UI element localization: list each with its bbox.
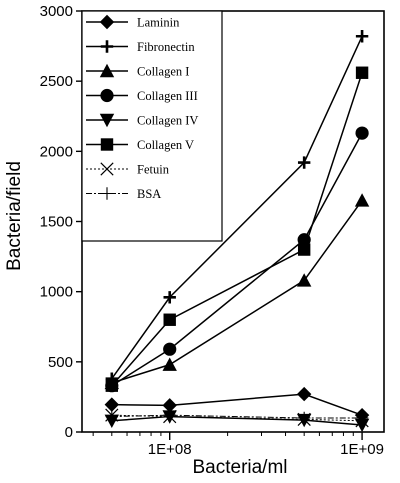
data-point bbox=[355, 126, 369, 140]
series-layer bbox=[104, 30, 370, 433]
y-axis-title: Bacteria/field bbox=[4, 161, 25, 271]
data-point bbox=[162, 398, 177, 413]
legend-marker bbox=[99, 63, 115, 78]
legend-item: BSA bbox=[86, 187, 161, 201]
series-line bbox=[111, 132, 363, 387]
series-line bbox=[111, 414, 363, 419]
legend-item: Collagen I bbox=[86, 63, 189, 79]
legend-marker bbox=[100, 88, 114, 103]
data-point bbox=[163, 342, 177, 356]
y-tick-label: 0 bbox=[65, 424, 73, 441]
legend-label: BSA bbox=[137, 187, 161, 201]
legend-label: Collagen IV bbox=[137, 114, 198, 128]
data-point bbox=[163, 291, 176, 304]
data-point bbox=[297, 233, 311, 247]
data-point bbox=[296, 386, 312, 402]
legend-marker bbox=[99, 14, 115, 30]
x-tick-label: 1E+08 bbox=[148, 441, 192, 458]
legend-item: Fibronectin bbox=[86, 40, 195, 54]
data-point bbox=[296, 273, 312, 287]
legend: Laminin Fibronectin Collagen I Collagen III… bbox=[81, 10, 223, 242]
legend-label: Laminin bbox=[137, 16, 180, 30]
series-line bbox=[111, 200, 363, 384]
legend-label: Fetuin bbox=[137, 163, 170, 177]
data-point bbox=[105, 410, 118, 423]
series-collagen-iv bbox=[104, 410, 370, 433]
legend-label: Collagen I bbox=[137, 65, 189, 79]
legend-marker bbox=[100, 138, 114, 151]
legend-marker bbox=[100, 162, 114, 176]
y-tick-label: 2500 bbox=[40, 73, 73, 90]
y-tick-label: 3000 bbox=[40, 3, 73, 20]
legend-label: Collagen V bbox=[137, 138, 194, 152]
series-line bbox=[111, 35, 363, 380]
series-line bbox=[111, 72, 363, 387]
legend-item: Collagen V bbox=[86, 138, 194, 152]
legend-marker bbox=[99, 113, 115, 128]
legend-item: Collagen III bbox=[86, 88, 198, 103]
y-tick-label: 2000 bbox=[40, 143, 73, 160]
legend-label: Fibronectin bbox=[137, 40, 195, 54]
y-tick-label: 1000 bbox=[40, 284, 73, 301]
data-point bbox=[354, 418, 370, 433]
data-point bbox=[297, 411, 311, 425]
data-point bbox=[354, 193, 370, 207]
legend-marker bbox=[100, 187, 114, 200]
x-tick-label: 1E+09 bbox=[340, 441, 384, 458]
legend-marker bbox=[100, 40, 114, 53]
legend-label: Collagen III bbox=[137, 89, 198, 103]
data-point bbox=[104, 397, 119, 412]
series-bsa bbox=[105, 408, 369, 425]
legend-item: Fetuin bbox=[86, 162, 170, 177]
data-point bbox=[163, 313, 176, 326]
data-point bbox=[162, 357, 177, 371]
data-point bbox=[355, 411, 369, 425]
series-laminin bbox=[104, 386, 370, 423]
legend-item: Laminin bbox=[86, 14, 180, 30]
legend-box bbox=[81, 10, 223, 242]
data-point bbox=[355, 30, 369, 43]
axes: 0 500 1000 1500 2000 2500 3000 1E+08 1E+09 bbox=[40, 3, 385, 458]
series-collagen-v bbox=[105, 66, 369, 392]
data-point bbox=[105, 379, 118, 392]
data-point bbox=[297, 243, 311, 256]
data-point bbox=[297, 156, 311, 169]
x-axis-title: Bacteria/ml bbox=[192, 457, 287, 478]
legend-item: Collagen IV bbox=[86, 114, 198, 128]
y-tick-label: 500 bbox=[48, 354, 73, 371]
y-tick-label: 1500 bbox=[40, 214, 73, 231]
series-line bbox=[111, 393, 363, 416]
data-point bbox=[163, 408, 176, 422]
data-point bbox=[355, 66, 369, 79]
